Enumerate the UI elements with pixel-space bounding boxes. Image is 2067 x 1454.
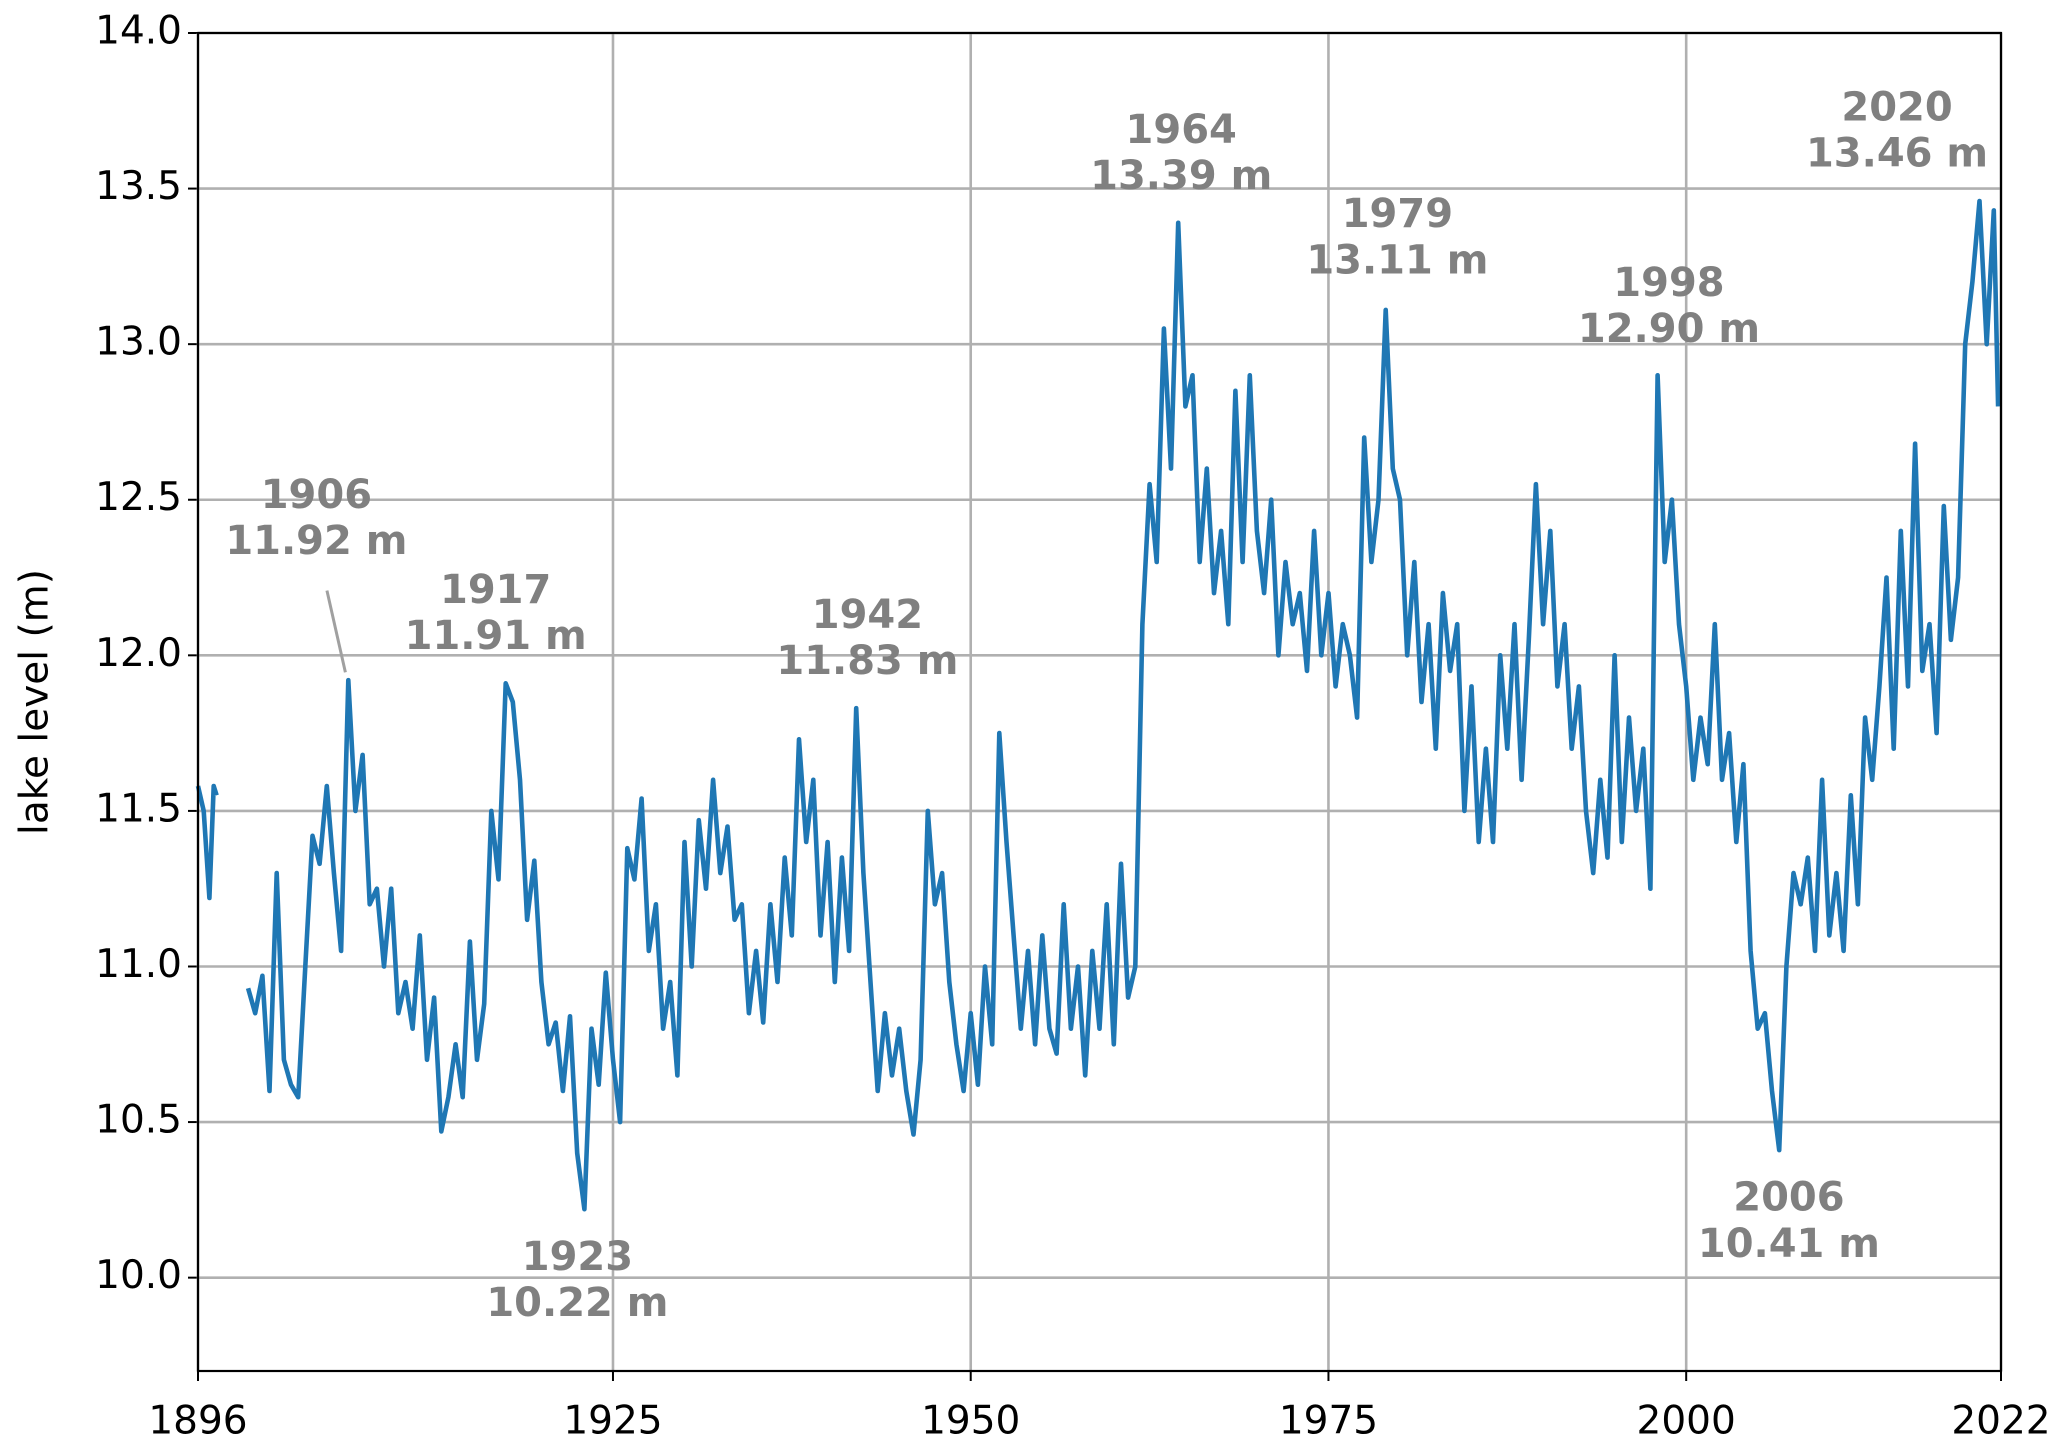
- x-tick-label: 1925: [563, 1399, 662, 1444]
- annotation-year: 2020: [1841, 84, 1952, 130]
- annotation-year: 1942: [812, 592, 923, 638]
- y-tick-label: 14.0: [95, 9, 182, 54]
- annotation-value: 10.41 m: [1698, 1221, 1880, 1267]
- annotation-arrow: [325, 590, 347, 673]
- annotation-value: 13.39 m: [1090, 153, 1272, 199]
- annotation-year: 1979: [1342, 191, 1453, 237]
- annotation-value: 11.92 m: [225, 518, 407, 564]
- y-tick-label: 13.0: [95, 320, 182, 365]
- x-tick-label: 2022: [1951, 1399, 2050, 1444]
- annotation-year: 1964: [1126, 107, 1237, 153]
- annotation-value: 13.11 m: [1306, 237, 1488, 283]
- x-tick-label: 1896: [148, 1399, 247, 1444]
- annotation-value: 11.83 m: [776, 638, 958, 684]
- x-tick-label: 1950: [921, 1399, 1020, 1444]
- y-tick-label: 13.5: [95, 164, 182, 209]
- y-axis-label: lake level (m): [13, 569, 58, 835]
- annotation-value: 10.22 m: [486, 1280, 668, 1326]
- y-tick-label: 11.0: [95, 942, 182, 987]
- plot-frame: [196, 31, 2003, 1373]
- annotation-value: 13.46 m: [1806, 131, 1988, 177]
- x-tick-label: 1975: [1279, 1399, 1378, 1444]
- annotation-year: 2006: [1733, 1175, 1844, 1221]
- x-tick-label: 2000: [1637, 1399, 1736, 1444]
- y-tick-label: 12.0: [95, 631, 182, 676]
- annotation-year: 1917: [440, 567, 551, 613]
- y-tick-label: 10.5: [95, 1098, 182, 1143]
- annotation-value: 11.91 m: [405, 613, 587, 659]
- y-tick-label: 12.5: [95, 475, 182, 520]
- annotation-year: 1998: [1613, 260, 1724, 306]
- data-line: [195, 198, 2001, 1212]
- annotation-year: 1906: [261, 472, 372, 518]
- y-tick-label: 10.0: [95, 1253, 182, 1298]
- y-tick-label: 11.5: [95, 786, 182, 831]
- annotation-value: 12.90 m: [1578, 306, 1760, 352]
- annotation-year: 1923: [522, 1234, 633, 1280]
